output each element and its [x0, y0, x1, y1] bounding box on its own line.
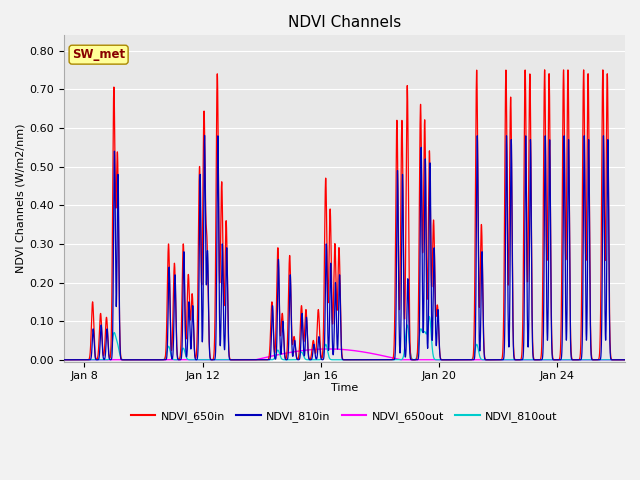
- Title: NDVI Channels: NDVI Channels: [288, 15, 401, 30]
- Legend: NDVI_650in, NDVI_810in, NDVI_650out, NDVI_810out: NDVI_650in, NDVI_810in, NDVI_650out, NDV…: [126, 407, 563, 426]
- X-axis label: Time: Time: [331, 383, 358, 393]
- Y-axis label: NDVI Channels (W/m2/nm): NDVI Channels (W/m2/nm): [15, 124, 25, 273]
- Text: SW_met: SW_met: [72, 48, 125, 61]
